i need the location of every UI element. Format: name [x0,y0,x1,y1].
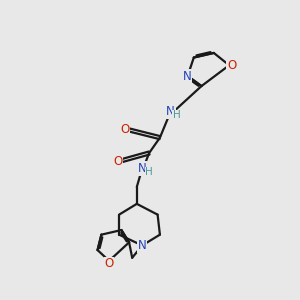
Text: N: N [138,162,147,175]
Text: O: O [104,257,114,270]
Text: O: O [227,59,236,72]
Text: N: N [138,239,147,252]
Text: O: O [121,123,130,136]
Text: H: H [145,167,153,177]
Text: N: N [182,70,191,83]
Text: N: N [166,105,175,118]
Text: H: H [173,110,181,120]
Text: O: O [113,155,122,168]
